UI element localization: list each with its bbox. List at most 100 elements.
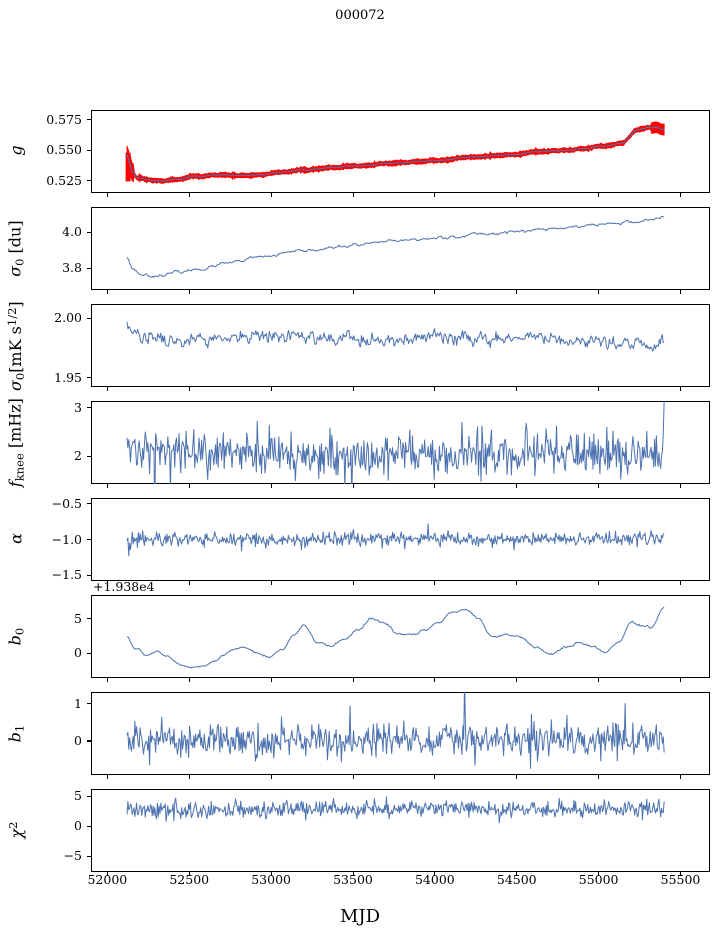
xtick-fknee-1 [188, 484, 190, 488]
xtick-alpha-4 [434, 581, 436, 585]
panel-fknee [91, 401, 710, 484]
xtick-sigma0-mK-1 [188, 387, 190, 391]
panel-gain [91, 110, 710, 193]
ylabel-b1: b1 [5, 724, 27, 742]
xtick-alpha-3 [352, 581, 354, 585]
xtick-chi2-5 [516, 872, 518, 876]
ytick-label-sigma0-du-1: 4.0 [62, 224, 82, 240]
xtick-b0-4 [434, 678, 436, 682]
xtick-b0-6 [598, 678, 600, 682]
xtick-chi2-2 [270, 872, 272, 876]
ytick-label-b1-0: 0 [74, 732, 82, 748]
ytick-alpha-1 [87, 539, 91, 541]
panel-frame-chi2 [91, 789, 710, 872]
ytick-gain-0 [87, 180, 91, 182]
ytick-label-chi2-1: 0 [74, 818, 82, 834]
xtick-label-0: 52000 [87, 872, 128, 887]
xtick-label-7: 55500 [660, 872, 701, 887]
ytick-gain-2 [87, 119, 91, 121]
ytick-label-sigma0-mK-0: 1.95 [54, 369, 82, 385]
xtick-sigma0-mK-5 [516, 387, 518, 391]
xtick-sigma0-du-7 [680, 290, 682, 294]
xtick-label-6: 55000 [578, 872, 619, 887]
ytick-gain-1 [87, 149, 91, 151]
trace-sigma0-mK [126, 321, 665, 352]
ytick-label-b1-1: 1 [74, 695, 82, 711]
xtick-gain-7 [680, 193, 682, 197]
ylabel-sigma0-du: σ0 [du] [5, 219, 27, 277]
line-chi2 [126, 796, 665, 824]
ytick-label-b0-1: 5 [74, 610, 82, 626]
xtick-chi2-7 [680, 872, 682, 876]
xtick-b1-3 [352, 775, 354, 779]
ylabel-b0: b0 [5, 627, 27, 645]
line-b1 [126, 692, 665, 769]
line-alpha [126, 523, 665, 557]
ytick-label-alpha-2: −0.5 [51, 495, 82, 511]
xtick-label-2: 53000 [251, 872, 291, 887]
ytick-chi2-1 [87, 825, 91, 827]
line-sigma0-mK [126, 321, 665, 352]
xtick-sigma0-du-6 [598, 290, 600, 294]
ytick-sigma0-mK-1 [87, 317, 91, 319]
xtick-fknee-0 [106, 484, 108, 488]
ytick-chi2-0 [87, 855, 91, 857]
xtick-label-1: 52500 [169, 872, 210, 887]
xtick-b1-7 [680, 775, 682, 779]
xtick-sigma0-du-3 [352, 290, 354, 294]
xtick-gain-6 [598, 193, 600, 197]
xtick-sigma0-du-2 [270, 290, 272, 294]
xtick-fknee-3 [352, 484, 354, 488]
xtick-chi2-6 [598, 872, 600, 876]
trace-b0 [126, 606, 665, 669]
xtick-sigma0-du-1 [188, 290, 190, 294]
xtick-gain-1 [188, 193, 190, 197]
xtick-chi2-1 [188, 872, 190, 876]
xtick-b1-0 [106, 775, 108, 779]
ytick-label-alpha-0: −1.5 [51, 567, 82, 583]
ylabel-alpha: α [6, 532, 26, 544]
ytick-b1-0 [87, 740, 91, 742]
ytick-alpha-0 [87, 574, 91, 576]
xtick-fknee-6 [598, 484, 600, 488]
ytick-label-sigma0-mK-1: 2.00 [54, 310, 82, 326]
panel-frame-gain [91, 110, 710, 193]
xtick-gain-5 [516, 193, 518, 197]
ytick-fknee-0 [87, 455, 91, 457]
ytick-fknee-1 [87, 407, 91, 409]
ylabel-gain: g [6, 144, 26, 156]
panel-sigma0-mK [91, 304, 710, 387]
line-b0 [126, 606, 665, 669]
xtick-alpha-5 [516, 581, 518, 585]
ytick-alpha-2 [87, 503, 91, 505]
panel-frame-b0 [91, 595, 710, 678]
xtick-b0-3 [352, 678, 354, 682]
ytick-label-sigma0-du-0: 3.8 [62, 260, 82, 276]
trace-chi2 [126, 796, 665, 824]
ytick-b1-1 [87, 703, 91, 705]
panel-chi2 [91, 789, 710, 872]
ytick-label-gain-1: 0.550 [46, 142, 82, 158]
xtick-label-4: 54000 [414, 872, 455, 887]
xtick-chi2-4 [434, 872, 436, 876]
xtick-fknee-7 [680, 484, 682, 488]
xtick-sigma0-mK-3 [352, 387, 354, 391]
panel-b1 [91, 692, 710, 775]
ytick-sigma0-mK-0 [87, 377, 91, 379]
line-fknee [126, 401, 665, 484]
xtick-sigma0-mK-2 [270, 387, 272, 391]
xtick-b1-6 [598, 775, 600, 779]
trace-gain [125, 121, 665, 184]
ytick-b0-0 [87, 652, 91, 654]
xtick-chi2-3 [352, 872, 354, 876]
ytick-label-b0-0: 0 [74, 645, 82, 661]
xtick-sigma0-mK-7 [680, 387, 682, 391]
xtick-sigma0-du-0 [106, 290, 108, 294]
ytick-label-fknee-0: 2 [74, 448, 82, 463]
panel-frame-sigma0-du [91, 207, 710, 290]
xtick-sigma0-mK-0 [106, 387, 108, 391]
xtick-b1-2 [270, 775, 272, 779]
ytick-label-gain-2: 0.575 [46, 111, 82, 127]
xtick-b0-2 [270, 678, 272, 682]
